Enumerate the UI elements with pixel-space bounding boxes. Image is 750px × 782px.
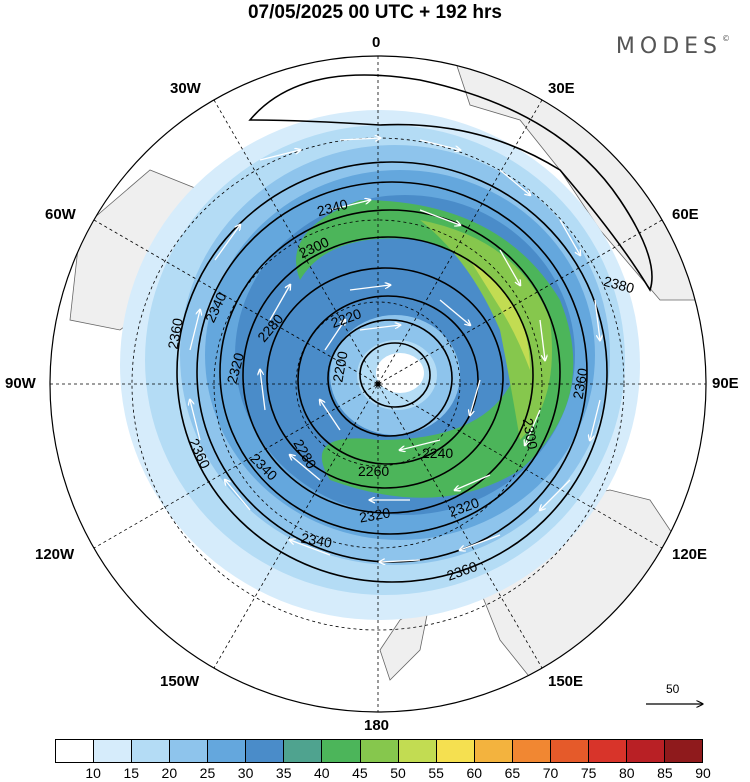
svg-text:2200: 2200 bbox=[329, 350, 350, 384]
colorbar-segment bbox=[398, 740, 437, 762]
colorbar-tick-label: 25 bbox=[199, 765, 216, 781]
lon-label-60e: 60E bbox=[672, 206, 699, 223]
lon-label-150e: 150E bbox=[548, 673, 584, 690]
wind-arrow-icon bbox=[646, 682, 706, 712]
colorbar-tick-label: 65 bbox=[504, 765, 521, 781]
svg-text:2300: 2300 bbox=[520, 417, 541, 451]
colorbar-tick-label: 90 bbox=[695, 765, 711, 781]
colorbar-tick-label: 50 bbox=[390, 765, 406, 781]
reference-vector-value: 50 bbox=[666, 682, 680, 696]
colorbar-tick-label: 75 bbox=[580, 765, 597, 781]
south-pole-marker bbox=[375, 381, 381, 387]
lon-label-90e: 90E bbox=[712, 375, 739, 392]
colorbar-tick-label: 30 bbox=[237, 765, 254, 781]
colorbar-segment bbox=[246, 740, 285, 762]
colorbar-segment bbox=[550, 740, 589, 762]
colorbar-segment bbox=[170, 740, 209, 762]
colorbar-segment bbox=[56, 740, 95, 762]
colorbar-segment bbox=[284, 740, 323, 762]
colorbar-tick-label: 40 bbox=[314, 765, 330, 781]
svg-text:2260: 2260 bbox=[358, 463, 389, 479]
colorbar-tick-label: 10 bbox=[85, 765, 101, 781]
colorbar-segment bbox=[436, 740, 475, 762]
colorbar-segment bbox=[588, 740, 627, 762]
graticule bbox=[50, 56, 706, 712]
brand-logo: MODES© bbox=[615, 34, 730, 59]
colorbar-tick-label: 55 bbox=[428, 765, 444, 781]
colorbar bbox=[55, 739, 703, 763]
colorbar-segment bbox=[626, 740, 665, 762]
wind-speed-field bbox=[120, 110, 640, 620]
svg-text:2320: 2320 bbox=[358, 504, 392, 525]
lon-label-90w: 90W bbox=[5, 375, 36, 392]
colorbar-segment bbox=[208, 740, 247, 762]
colorbar-tick-label: 70 bbox=[542, 765, 559, 781]
svg-text:2340: 2340 bbox=[300, 530, 334, 551]
svg-text:2240: 2240 bbox=[422, 445, 453, 461]
reference-vector: 50 bbox=[644, 682, 706, 712]
map-boundary bbox=[49, 55, 707, 713]
colorbar-segment bbox=[94, 740, 133, 762]
svg-text:2360: 2360 bbox=[570, 367, 591, 401]
svg-text:2320: 2320 bbox=[224, 351, 248, 385]
lon-label-120e: 120E bbox=[672, 546, 708, 563]
colorbar-segment bbox=[512, 740, 551, 762]
colorbar-tick-label: 80 bbox=[618, 765, 635, 781]
colorbar-segment bbox=[360, 740, 399, 762]
colorbar-tick-label: 35 bbox=[275, 765, 292, 781]
colorbar-ticks: 10 15 20 25 30 35 40 45 50 55 60 65 70 75 80 85 90 bbox=[55, 765, 710, 781]
svg-text:2340: 2340 bbox=[315, 196, 349, 220]
colorbar-tick-label: 45 bbox=[352, 765, 368, 781]
colorbar-tick-label: 20 bbox=[161, 765, 178, 781]
svg-text:2360: 2360 bbox=[165, 317, 186, 351]
lon-label-60w: 60W bbox=[45, 206, 76, 223]
height-contours bbox=[176, 74, 653, 583]
lon-label-30w: 30W bbox=[170, 80, 201, 97]
colorbar-tick-label: 85 bbox=[657, 765, 673, 781]
colorbar-segment bbox=[322, 740, 361, 762]
colorbar-segment bbox=[132, 740, 171, 762]
colorbar-tick-label: 15 bbox=[123, 765, 140, 781]
lon-label-150w: 150W bbox=[160, 673, 200, 690]
wind-vectors bbox=[190, 138, 600, 562]
lon-label-180: 180 bbox=[364, 717, 390, 734]
colorbar-tick-label: 60 bbox=[466, 765, 483, 781]
colorbar-segment bbox=[665, 740, 703, 762]
map-title: 07/05/2025 00 UTC + 192 hrs bbox=[247, 2, 503, 23]
polar-map: 2200 2220 2240 2260 2280 2300 2320 2340 … bbox=[49, 55, 707, 713]
colorbar-segment bbox=[474, 740, 513, 762]
svg-text:2380: 2380 bbox=[602, 273, 636, 297]
lon-label-120w: 120W bbox=[35, 546, 75, 563]
lon-label-30e: 30E bbox=[548, 80, 575, 97]
lon-label-0: 0 bbox=[372, 34, 381, 51]
